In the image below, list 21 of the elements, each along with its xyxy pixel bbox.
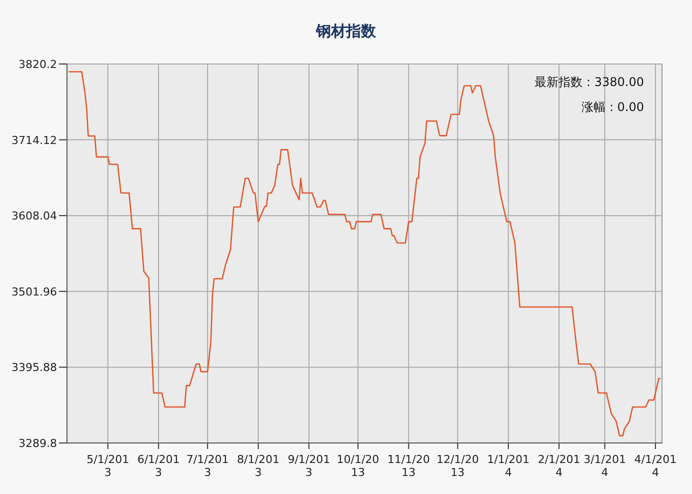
y-tick-label: 3395.88 — [12, 361, 57, 374]
x-tick-label: 12/1/2013 — [436, 453, 479, 479]
x-tick-label: 11/1/2013 — [387, 453, 430, 479]
x-tick-label: 1/1/2014 — [487, 453, 530, 479]
y-tick-label: 3501.96 — [12, 285, 57, 298]
x-tick-label: 7/1/2013 — [186, 453, 229, 479]
x-tick-label: 2/1/2014 — [538, 453, 580, 479]
annotation: 涨幅：0.00 — [581, 100, 644, 114]
y-tick-label: 3289.8 — [18, 437, 57, 450]
x-tick-label: 8/1/2013 — [237, 453, 280, 479]
y-tick-label: 3820.2 — [18, 58, 57, 71]
x-tick-label: 9/1/2013 — [288, 453, 330, 479]
annotation: 最新指数：3380.00 — [534, 75, 644, 89]
y-tick-label: 3608.04 — [12, 210, 57, 223]
chart-title: 钢材指数 — [315, 22, 377, 40]
y-tick-label: 3714.12 — [12, 134, 57, 147]
x-tick-label: 6/1/2013 — [137, 453, 180, 479]
x-tick-label: 4/1/2014 — [634, 453, 677, 479]
x-tick-label: 3/1/2014 — [584, 453, 626, 479]
x-tick-label: 5/1/2013 — [86, 453, 130, 479]
x-tick-label: 10/1/2013 — [336, 453, 380, 479]
